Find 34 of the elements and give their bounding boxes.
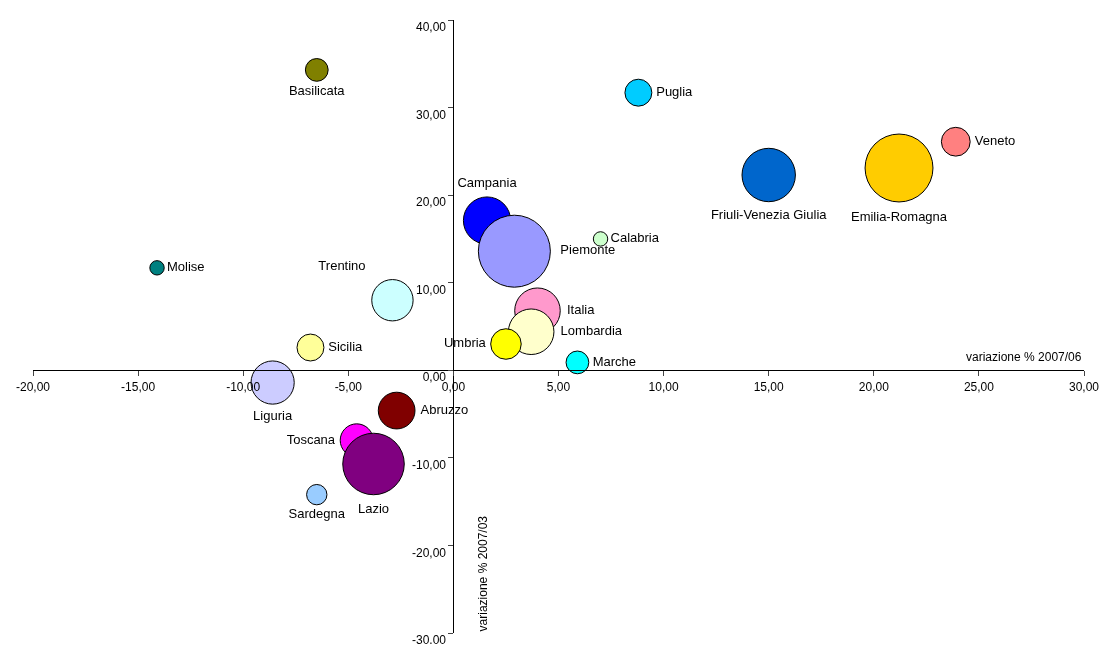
y-tick-label: 30,00	[415, 107, 447, 122]
x-axis-title: variazione % 2007/06	[966, 350, 1082, 364]
series-label: Toscana	[286, 431, 336, 447]
y-tick-label: 10,00	[415, 282, 447, 297]
x-tick-label: 10,00	[648, 379, 679, 394]
series-label: Basilicata	[288, 82, 346, 98]
x-tick-label: -20,00	[15, 379, 51, 394]
series-label: Marche	[592, 353, 637, 369]
y-tick-label: 40,00	[415, 20, 447, 35]
x-tick-label: 20,00	[858, 379, 890, 394]
series-label: Italia	[566, 301, 596, 317]
series-label: Lombardia	[560, 323, 623, 338]
y-axis-title: variazione % 2007/03	[476, 515, 491, 632]
series-label: Veneto	[974, 132, 1016, 148]
x-tick-label: 15,00	[753, 379, 785, 394]
series-label: Sicilia	[328, 338, 364, 354]
series-label: Trentino	[318, 258, 366, 274]
x-tick-label: 5,00	[546, 379, 571, 394]
series-label: Molise	[167, 259, 205, 275]
series-label: Lazio	[357, 501, 390, 517]
series-label: Emilia-Romagna	[850, 209, 948, 225]
series-label: Liguria	[253, 408, 293, 424]
y-tick-label: 20,00	[415, 195, 447, 210]
series-label: Sardegna	[288, 506, 346, 522]
y-tick-label: -20,00	[411, 545, 447, 560]
series-label: Friuli-Venezia Giulia	[710, 207, 828, 223]
series-label: Campania	[457, 174, 518, 190]
x-tick-label: -15,00	[121, 379, 156, 394]
x-tick-label: 25,00	[963, 379, 995, 394]
x-tick-label: -5,00	[334, 379, 363, 394]
y-tick-label: -10,00	[411, 458, 447, 473]
series-label: Puglia	[656, 83, 694, 99]
x-tick-label: 30,00	[1068, 379, 1100, 394]
y-tick-label: -30.00	[411, 633, 447, 648]
